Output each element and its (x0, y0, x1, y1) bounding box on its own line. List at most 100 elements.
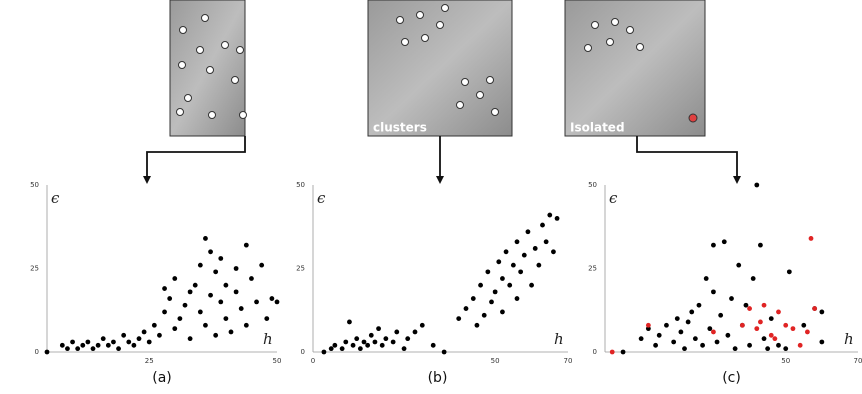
image-panel-b (367, 0, 513, 137)
point (430, 342, 436, 348)
point (121, 332, 127, 338)
point (514, 296, 520, 301)
point (44, 349, 50, 355)
connector (143, 136, 246, 184)
point (70, 339, 75, 345)
point (747, 342, 752, 348)
point (812, 306, 818, 311)
point (510, 262, 516, 268)
x-axis-label: h (263, 330, 273, 348)
point (383, 336, 389, 342)
point (390, 339, 396, 345)
point (808, 236, 814, 241)
point (223, 282, 229, 288)
point (620, 349, 626, 355)
image-label: clusters (373, 121, 427, 135)
point (350, 342, 356, 348)
point (805, 329, 810, 335)
point (328, 346, 334, 352)
y-tick-label: 25 (588, 265, 597, 273)
point (218, 256, 224, 261)
point (525, 229, 531, 235)
point (162, 286, 167, 291)
x-tick-label: 50 (781, 357, 790, 365)
point (203, 322, 208, 328)
point (507, 282, 513, 288)
point (689, 309, 695, 315)
point (131, 342, 137, 348)
point (711, 289, 716, 295)
point (489, 299, 494, 305)
point (536, 262, 542, 268)
x-tick-label: 50 (491, 357, 500, 365)
image-panel-c (564, 0, 706, 137)
point (758, 319, 763, 325)
point (354, 336, 360, 342)
point (412, 329, 418, 335)
y-tick-label: 50 (30, 181, 39, 189)
point (361, 339, 367, 345)
point (768, 332, 774, 338)
point (500, 309, 505, 315)
y-tick-label: 50 (588, 181, 597, 189)
point (645, 326, 651, 332)
point (485, 269, 491, 275)
point (259, 262, 265, 268)
point (269, 296, 275, 301)
y-tick-label: 50 (296, 181, 305, 189)
point (514, 239, 520, 245)
point (343, 339, 349, 345)
x-axis-label: h (844, 330, 854, 348)
y-tick-label: 25 (30, 265, 39, 273)
point (696, 302, 702, 308)
point (182, 302, 188, 308)
point (500, 276, 505, 281)
point (645, 322, 651, 328)
point (678, 329, 684, 335)
point (492, 289, 498, 295)
point (496, 259, 502, 265)
point (543, 239, 549, 245)
image-label: Isolated (570, 121, 625, 135)
point (761, 302, 767, 308)
point (223, 316, 229, 321)
caption: (c) (722, 370, 741, 386)
point (729, 296, 734, 301)
point (725, 332, 731, 338)
point (554, 216, 560, 221)
point (208, 249, 213, 255)
point (141, 329, 147, 335)
point (249, 276, 254, 281)
point (405, 336, 411, 342)
point (233, 289, 239, 295)
point (743, 302, 749, 308)
point (254, 299, 259, 305)
x-tick-label: 25 (145, 357, 154, 365)
point (151, 322, 157, 328)
point (233, 266, 239, 271)
point (750, 276, 756, 281)
point (357, 346, 363, 352)
point (685, 319, 691, 325)
point (474, 322, 480, 328)
point (136, 336, 142, 342)
point (518, 269, 524, 275)
point (547, 212, 553, 218)
point (394, 329, 400, 335)
point (761, 336, 767, 342)
point (736, 262, 742, 268)
point (692, 336, 698, 342)
y-tick-label: 0 (593, 348, 597, 356)
point (772, 336, 778, 342)
point (790, 326, 796, 332)
point (339, 346, 345, 352)
point (441, 349, 447, 355)
point (768, 316, 774, 321)
point (711, 329, 716, 335)
point (714, 339, 720, 345)
x-tick-label: 70 (564, 357, 573, 365)
point (162, 309, 167, 315)
y-axis-label: ϵ (51, 189, 60, 207)
connector (636, 136, 741, 184)
